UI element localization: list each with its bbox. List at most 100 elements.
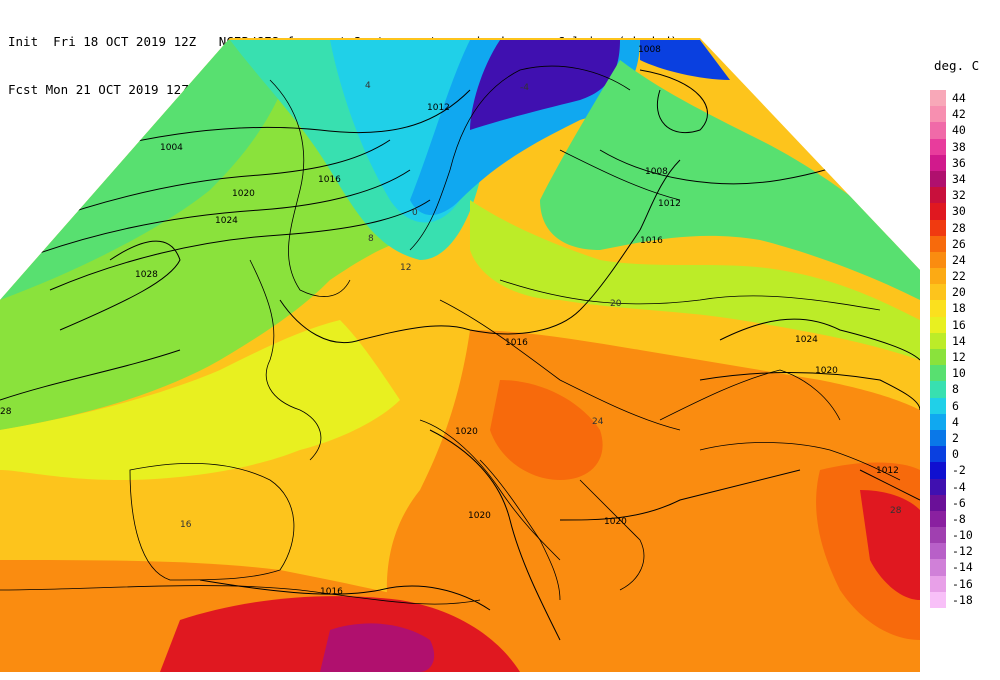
legend-swatch xyxy=(930,527,946,544)
legend-label: 12 xyxy=(952,350,966,364)
legend-label: 32 xyxy=(952,188,966,203)
legend-label: 42 xyxy=(952,107,966,122)
legend-entry: 44 xyxy=(930,90,990,107)
temp-label-24: 24 xyxy=(592,417,604,427)
legend-entry: 12 xyxy=(930,349,990,366)
legend-entry: 14 xyxy=(930,332,990,349)
legend-swatch xyxy=(930,365,946,382)
legend-label: 34 xyxy=(952,171,966,186)
legend-entry: 38 xyxy=(930,138,990,155)
isobar-label-1016-south: 1016 xyxy=(320,587,343,597)
legend-label: 4 xyxy=(952,414,959,429)
legend-label: -18 xyxy=(952,592,973,607)
legend-entry: 26 xyxy=(930,235,990,252)
isobar-label-1008-north: 1008 xyxy=(638,45,661,55)
legend-entry: 18 xyxy=(930,300,990,317)
temp-label-16: 16 xyxy=(180,520,192,530)
legend-entry: -18 xyxy=(930,591,990,608)
legend-swatch xyxy=(930,543,946,560)
legend-label: 44 xyxy=(952,91,966,105)
legend-entry: -4 xyxy=(930,478,990,495)
temp-label-20: 20 xyxy=(610,299,622,309)
legend-label: -4 xyxy=(952,479,966,494)
legend-swatch xyxy=(930,429,946,447)
isobar-label-1020-italy: 1020 xyxy=(468,511,491,521)
isobar-label-1024-east: 1024 xyxy=(795,335,818,345)
legend-label: -16 xyxy=(952,576,973,591)
legend-swatch xyxy=(930,154,946,171)
legend-swatch xyxy=(930,316,946,333)
temp-label-0: 0 xyxy=(412,208,418,218)
legend-entry: 0 xyxy=(930,446,990,463)
legend-swatch xyxy=(930,235,946,252)
legend-label: 6 xyxy=(952,398,959,413)
legend-label: -12 xyxy=(952,544,973,559)
legend-entry: -16 xyxy=(930,575,990,592)
temp-label-minus4: -4 xyxy=(520,83,529,93)
coastlines xyxy=(0,65,901,605)
isobar-label-1012-southeast: 1012 xyxy=(876,466,899,476)
legend-swatch xyxy=(930,268,946,285)
legend-label: 28 xyxy=(952,220,966,235)
isobar-labels: 1004 1008 1008 1012 1012 1012 1016 1016 … xyxy=(0,45,899,597)
temp-label-8: 8 xyxy=(368,234,374,244)
temp-label-28: 28 xyxy=(890,506,902,516)
legend-entry: 6 xyxy=(930,397,990,414)
legend-label: 26 xyxy=(952,236,966,251)
temperature-legend: 44 42 40 38 36 34 32 30 28 26 24 22 20 18 16 14 12 10 8 6 4 2… xyxy=(930,90,990,608)
legend-entry: -6 xyxy=(930,494,990,511)
isobar-label-1012-east: 1012 xyxy=(658,199,681,209)
legend-label: 30 xyxy=(952,204,966,219)
legend-entry: 20 xyxy=(930,284,990,301)
legend-entry: 28 xyxy=(930,219,990,236)
legend-label: 14 xyxy=(952,333,966,348)
isobar-label-1028: 1028 xyxy=(135,270,158,280)
legend-label: 10 xyxy=(952,366,966,381)
legend-label: -8 xyxy=(952,511,966,526)
isobar-label-1016-central: 1016 xyxy=(505,338,528,348)
legend-entry: -8 xyxy=(930,510,990,528)
legend-swatch xyxy=(930,381,946,398)
legend-label: 40 xyxy=(952,123,966,138)
legend-swatch xyxy=(930,170,946,188)
legend-swatch xyxy=(930,284,946,301)
legend-swatch xyxy=(930,251,946,269)
legend-swatch xyxy=(930,413,946,430)
legend-swatch xyxy=(930,494,946,511)
legend-title: deg. C xyxy=(934,58,980,73)
legend-label: -2 xyxy=(952,463,966,478)
isobar-label-28-edge: 28 xyxy=(0,407,12,417)
legend-entry: 4 xyxy=(930,413,990,430)
legend-entry: 10 xyxy=(930,365,990,382)
legend-entry: 34 xyxy=(930,170,990,188)
legend-swatch xyxy=(930,138,946,155)
legend-swatch xyxy=(930,187,946,204)
temperature-labels: 0 4 8 12 16 20 24 28 -4 xyxy=(180,81,902,530)
isobar-label-1008-east: 1008 xyxy=(645,167,668,177)
legend-entry: 32 xyxy=(930,187,990,204)
legend-swatch xyxy=(930,575,946,592)
legend-label: 22 xyxy=(952,269,966,284)
legend-label: 24 xyxy=(952,252,966,267)
legend-label: 0 xyxy=(952,447,959,462)
legend-entry: 30 xyxy=(930,203,990,220)
legend-swatch xyxy=(930,300,946,317)
legend-swatch xyxy=(930,462,946,479)
legend-entry: 36 xyxy=(930,154,990,171)
legend-entry: 16 xyxy=(930,316,990,333)
isobar-label-1016-east: 1016 xyxy=(640,236,663,246)
temperature-field xyxy=(0,38,920,672)
legend-label: -14 xyxy=(952,560,973,575)
legend-entry: 42 xyxy=(930,106,990,123)
legend-label: 2 xyxy=(952,430,959,445)
legend-label: -6 xyxy=(952,495,966,510)
legend-label: 20 xyxy=(952,285,966,300)
legend-swatch xyxy=(930,591,946,608)
legend-swatch xyxy=(930,446,946,463)
legend-entry: 40 xyxy=(930,122,990,139)
legend-label: -10 xyxy=(952,528,973,543)
isobar-label-1016-north: 1016 xyxy=(318,175,341,185)
legend-label: 8 xyxy=(952,382,959,397)
legend-swatch xyxy=(930,219,946,236)
legend-entry: 24 xyxy=(930,251,990,269)
